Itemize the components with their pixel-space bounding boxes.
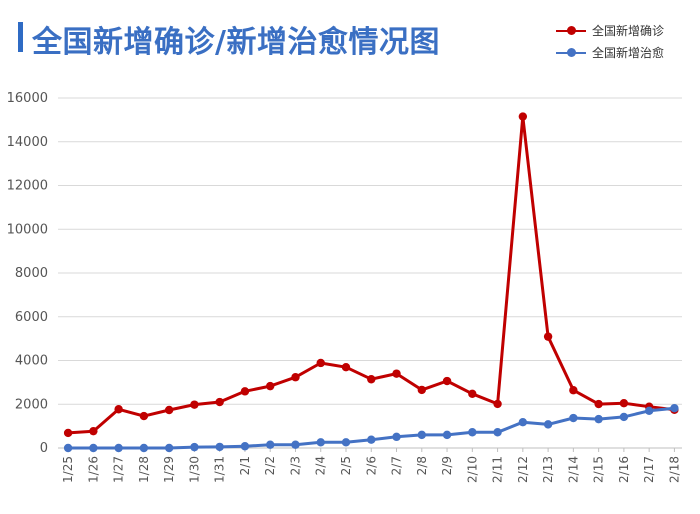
x-tick-label: 2/8 — [415, 456, 429, 475]
data-point-confirmed — [341, 362, 351, 372]
data-point-confirmed — [63, 428, 73, 438]
series-line-confirmed — [66, 115, 676, 435]
data-point-cured — [215, 442, 224, 452]
data-point-cured — [442, 430, 452, 440]
data-point-cured — [543, 420, 553, 429]
data-point-cured — [190, 442, 199, 452]
x-tick-label: 2/15 — [592, 456, 606, 483]
data-point-cured — [291, 440, 300, 449]
data-point-confirmed — [518, 112, 528, 121]
data-point-cured — [164, 443, 174, 453]
x-tick-label: 2/17 — [642, 456, 656, 483]
data-point-cured — [417, 430, 426, 440]
data-point-confirmed — [392, 369, 401, 378]
data-point-cured — [493, 428, 502, 437]
y-tick-label: 16000 — [7, 91, 48, 106]
y-tick-label: 12000 — [7, 179, 48, 194]
data-point-cured — [89, 443, 98, 453]
data-point-confirmed — [316, 358, 325, 368]
data-point-confirmed — [569, 386, 578, 395]
x-tick-label: 1/26 — [86, 456, 100, 483]
data-point-cured — [114, 443, 123, 453]
data-point-cured — [644, 406, 654, 416]
x-tick-label: 2/4 — [314, 456, 328, 475]
x-tick-label: 2/5 — [339, 456, 353, 475]
x-tick-label: 2/12 — [516, 456, 530, 483]
data-point-confirmed — [594, 399, 603, 409]
data-point-confirmed — [493, 399, 502, 409]
y-tick-label: 14000 — [7, 135, 48, 150]
data-point-cured — [569, 413, 578, 423]
data-point-cured — [266, 440, 275, 449]
data-point-confirmed — [215, 397, 224, 407]
y-tick-label: 4000 — [15, 354, 48, 369]
x-tick-label: 1/28 — [137, 456, 151, 483]
data-point-confirmed — [543, 332, 553, 341]
x-tick-label: 2/18 — [667, 456, 681, 483]
chart-title: 全国新增确诊/新增治愈情况图 — [32, 25, 440, 60]
data-point-confirmed — [619, 399, 629, 408]
y-tick-label: 2000 — [15, 397, 48, 412]
data-point-cured — [316, 438, 325, 447]
legend-label-confirmed: 全国新增确诊 — [592, 24, 665, 38]
data-point-cured — [240, 442, 250, 451]
data-point-cured — [594, 414, 603, 424]
data-point-confirmed — [367, 375, 376, 384]
x-tick-label: 2/10 — [465, 456, 479, 483]
y-tick-label: 10000 — [7, 222, 48, 237]
data-point-confirmed — [266, 381, 275, 391]
legend-label-cured: 全国新增治愈 — [592, 46, 665, 60]
legend-item-cured: 全国新增治愈 — [556, 42, 696, 64]
x-tick-label: 2/16 — [617, 456, 631, 483]
data-point-confirmed — [114, 405, 123, 414]
data-point-confirmed — [442, 376, 452, 386]
data-point-confirmed — [164, 405, 174, 415]
data-point-cured — [139, 443, 149, 453]
legend-marker-cured — [567, 48, 576, 57]
data-point-confirmed — [468, 389, 477, 398]
x-tick-label: 2/14 — [566, 456, 580, 483]
x-tick-label: 1/31 — [213, 456, 227, 483]
y-tick-label: 0 — [40, 441, 48, 456]
x-tick-label: 2/1 — [238, 456, 252, 475]
x-tick-label: 2/2 — [263, 456, 277, 475]
x-tick-label: 1/30 — [187, 456, 201, 483]
x-tick-label: 2/11 — [491, 456, 505, 483]
data-point-cured — [341, 438, 351, 447]
data-point-confirmed — [139, 411, 149, 421]
data-point-cured — [367, 435, 376, 444]
x-tick-label: 2/9 — [440, 456, 454, 475]
data-point-cured — [518, 417, 528, 427]
x-tick-label: 1/29 — [162, 456, 176, 483]
y-tick-label: 8000 — [15, 266, 48, 281]
data-point-cured — [468, 428, 477, 437]
data-point-cured — [670, 403, 679, 413]
title-accent-bar — [18, 22, 23, 52]
data-point-confirmed — [417, 385, 426, 395]
legend-item-confirmed: 全国新增确诊 — [556, 20, 696, 42]
data-point-cured — [392, 432, 401, 442]
x-tick-label: 2/7 — [390, 456, 404, 475]
data-point-cured — [619, 412, 629, 422]
data-point-confirmed — [190, 400, 199, 409]
data-point-cured — [63, 443, 73, 453]
x-tick-label: 2/6 — [364, 456, 378, 475]
x-tick-label: 2/3 — [288, 456, 302, 475]
legend-marker-confirmed — [567, 26, 576, 35]
data-point-confirmed — [291, 373, 300, 382]
x-tick-label: 2/13 — [541, 456, 555, 483]
x-tick-label: 1/27 — [112, 456, 126, 483]
data-point-confirmed — [240, 387, 250, 396]
data-point-confirmed — [89, 426, 98, 436]
y-tick-label: 6000 — [15, 310, 48, 325]
legend: 全国新增确诊 全国新增治愈 — [556, 20, 696, 64]
x-tick-label: 1/25 — [61, 456, 75, 483]
